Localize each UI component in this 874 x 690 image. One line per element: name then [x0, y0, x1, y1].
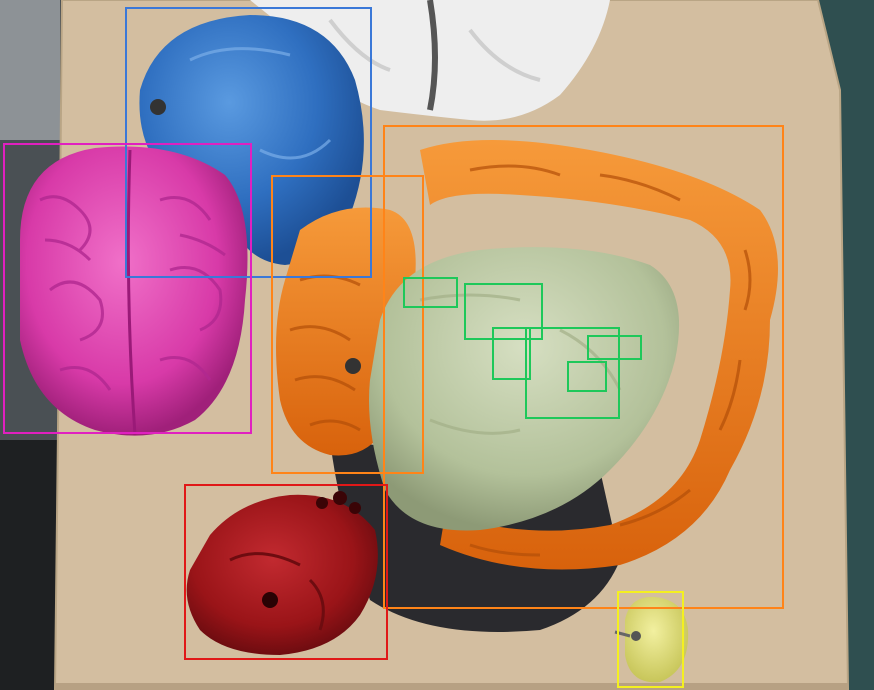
heart-hole [262, 592, 278, 608]
heart [186, 494, 378, 655]
apple [625, 596, 689, 683]
stomach [369, 247, 680, 531]
brain [20, 146, 248, 436]
blue-organ-hole [150, 99, 166, 115]
intestine-hole [345, 358, 361, 374]
